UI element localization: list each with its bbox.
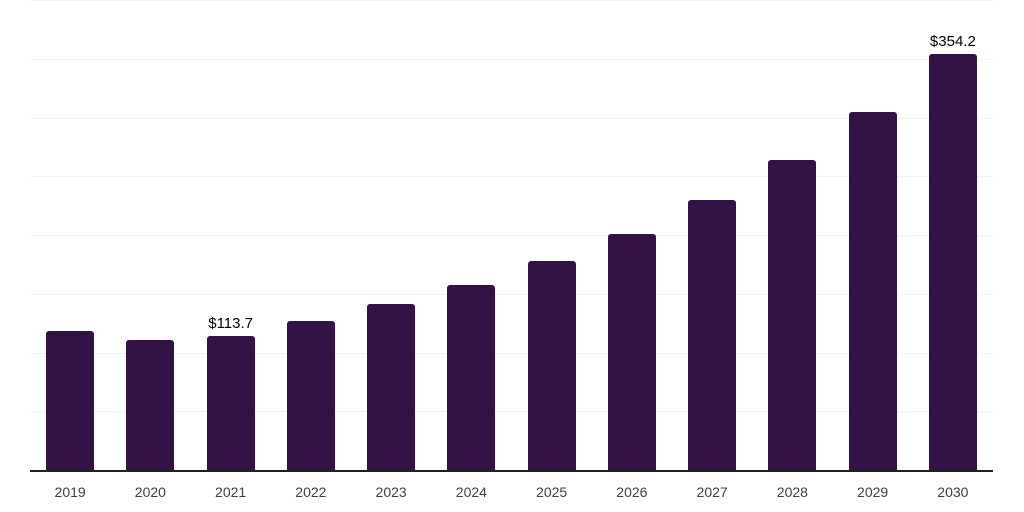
bar-2026	[607, 233, 656, 470]
bar-2028	[768, 160, 817, 470]
x-tick-2020: 2020	[134, 484, 166, 500]
bar-2025	[527, 261, 576, 470]
bar-2030	[928, 53, 977, 470]
x-tick-2022: 2022	[295, 484, 327, 500]
bar-2022	[286, 321, 335, 470]
bar-2021	[206, 336, 255, 470]
bar-2027	[688, 199, 737, 470]
x-tick-2026: 2026	[616, 484, 648, 500]
x-tick-2019: 2019	[54, 484, 86, 500]
bar-value-label-2030: $354.2	[929, 32, 976, 50]
bar-2023	[367, 304, 416, 470]
gridline	[30, 411, 993, 413]
x-tick-2021: 2021	[215, 484, 247, 500]
x-tick-2024: 2024	[455, 484, 487, 500]
bar-2019	[46, 331, 95, 470]
bar-value-label-2021: $113.7	[208, 315, 253, 333]
gridline	[30, 235, 993, 236]
x-tick-2027: 2027	[696, 484, 728, 500]
gridline	[30, 176, 993, 178]
bar-2024	[447, 284, 496, 470]
x-tick-2029: 2029	[857, 484, 889, 500]
gridline	[30, 58, 993, 60]
x-tick-2028: 2028	[776, 484, 808, 500]
gridline	[30, 352, 993, 354]
plot-area: $113.7 $354.2	[30, 0, 993, 472]
x-tick-2023: 2023	[375, 484, 407, 500]
bar-2029	[848, 112, 897, 470]
gridline	[30, 117, 993, 119]
x-tick-2025: 2025	[536, 484, 568, 500]
x-tick-2030: 2030	[937, 484, 969, 500]
x-axis-labels: 2019 2020 2021 2022 2023 2024 2025 2026 2027 2028…	[30, 482, 993, 502]
gridline	[30, 0, 993, 1]
gridline	[30, 293, 993, 295]
bar-2020	[126, 339, 175, 470]
